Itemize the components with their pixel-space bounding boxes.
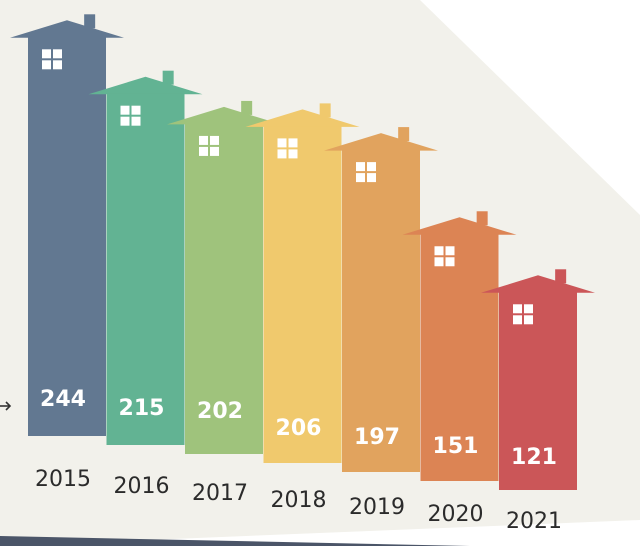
roof	[245, 109, 360, 127]
roof	[402, 217, 517, 235]
window-pane	[288, 138, 298, 148]
chimney	[476, 211, 488, 226]
window-icon	[120, 105, 141, 126]
window-pane	[524, 304, 533, 314]
house-bar-2020: 151 2020	[402, 211, 517, 527]
window-icon	[42, 49, 62, 70]
bar-body	[106, 93, 185, 445]
chimney	[319, 103, 331, 118]
window-pane	[42, 49, 51, 59]
window-pane	[210, 146, 219, 156]
year-label: 2017	[192, 481, 248, 506]
value-label: 206	[276, 416, 322, 441]
roof	[481, 275, 595, 293]
value-label: 244	[40, 387, 86, 412]
window-pane	[367, 162, 376, 172]
chimney	[162, 70, 174, 85]
house-bar-2015: 244 2015	[10, 14, 124, 492]
bar-body	[263, 126, 342, 464]
house-bar-2018: 206 2018	[245, 103, 360, 513]
window-pane	[513, 304, 522, 314]
window-pane	[42, 60, 51, 70]
roof	[324, 133, 438, 151]
window-pane	[199, 146, 208, 156]
window-pane	[445, 246, 455, 256]
value-label: 121	[511, 445, 557, 470]
bar-body	[28, 37, 106, 436]
window-pane	[434, 246, 444, 256]
chimney	[84, 14, 96, 29]
bar-body	[420, 234, 499, 481]
window-pane	[356, 162, 365, 172]
window-pane	[277, 149, 287, 159]
bar-body	[499, 292, 577, 490]
window-pane	[445, 257, 455, 267]
roof	[88, 76, 203, 95]
window-pane	[120, 116, 130, 126]
house-bar-2017: 202 2017	[167, 100, 281, 506]
roof	[167, 106, 281, 125]
window-pane	[356, 173, 365, 183]
year-label: 2021	[506, 509, 562, 534]
house-bar-2019: 197 2019	[324, 127, 438, 520]
window-pane	[524, 315, 533, 325]
chimney	[555, 269, 567, 284]
chimney	[241, 100, 253, 115]
window-icon	[277, 138, 298, 159]
window-pane	[277, 138, 287, 148]
house-bar-2016: 215 2016	[88, 70, 203, 499]
window-icon	[356, 162, 376, 183]
window-pane	[434, 257, 444, 267]
chimney	[398, 127, 410, 142]
window-pane	[210, 135, 219, 145]
window-icon	[513, 304, 533, 325]
value-label: 197	[354, 425, 400, 450]
bar-body	[342, 150, 420, 473]
window-pane	[367, 173, 376, 183]
window-icon	[199, 135, 219, 156]
window-icon	[434, 246, 455, 267]
window-pane	[131, 105, 141, 115]
window-pane	[288, 149, 298, 159]
year-label: 2018	[271, 488, 327, 513]
value-label: 202	[197, 399, 243, 424]
value-label: 215	[119, 396, 165, 421]
window-pane	[131, 116, 141, 126]
window-pane	[513, 315, 522, 325]
bar-body	[185, 123, 263, 454]
year-label: 2015	[35, 467, 91, 492]
roof	[10, 20, 124, 38]
window-pane	[199, 135, 208, 145]
year-label: 2016	[114, 474, 170, 499]
value-label: 151	[433, 434, 479, 459]
window-pane	[120, 105, 130, 115]
window-pane	[53, 60, 62, 70]
arrow-icon	[0, 401, 12, 411]
bottom-edge-shadow	[0, 536, 470, 546]
house-bar-2021: 121 2021	[481, 269, 595, 534]
window-pane	[53, 49, 62, 59]
year-label: 2020	[428, 502, 484, 527]
year-label: 2019	[349, 495, 405, 520]
